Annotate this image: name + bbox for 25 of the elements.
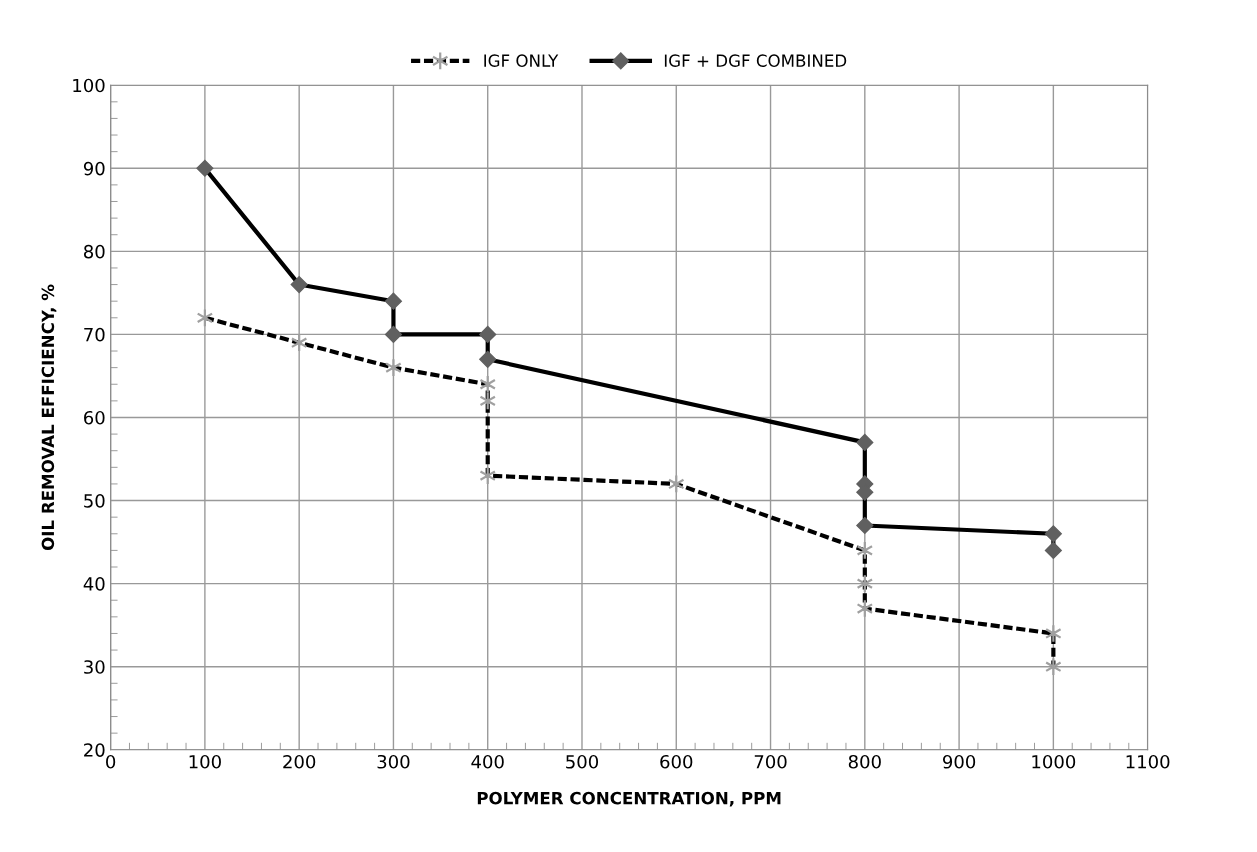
- y-tick-label: 40: [83, 577, 105, 591]
- y-tick-label: 30: [84, 660, 105, 674]
- x-tick-label: 900: [943, 754, 976, 769]
- x-tick-label: 800: [848, 754, 881, 769]
- legend-label: IGF + DGF COMBINED: [664, 54, 847, 67]
- x-tick-label: 100: [189, 754, 221, 769]
- x-tick-label: 200: [283, 754, 316, 769]
- y-tick-label: 60: [84, 410, 105, 425]
- x-tick-label: 600: [660, 754, 693, 769]
- x-tick-label: 500: [566, 754, 599, 769]
- x-tick-label: 1100: [1126, 754, 1170, 769]
- x-tick-label: 300: [377, 754, 410, 769]
- legend-label: IGF ONLY: [484, 54, 559, 67]
- y-tick-label: 80: [84, 244, 105, 259]
- y-axis-title: OIL REMOVAL EFFICIENCY, %: [41, 284, 57, 551]
- y-tick-label: 50: [84, 494, 105, 508]
- x-tick-label: 1000: [1032, 754, 1076, 769]
- x-tick-label: 400: [471, 754, 504, 769]
- x-axis-title: POLYMER CONCENTRATION, PPM: [477, 791, 781, 807]
- x-tick-label: 700: [754, 754, 787, 769]
- y-tick-label: 70: [84, 327, 105, 342]
- y-tick-label: 100: [73, 78, 105, 93]
- y-tick-label: 90: [83, 161, 105, 176]
- y-tick-label: 20: [84, 743, 105, 757]
- x-tick-label: 0: [106, 754, 116, 769]
